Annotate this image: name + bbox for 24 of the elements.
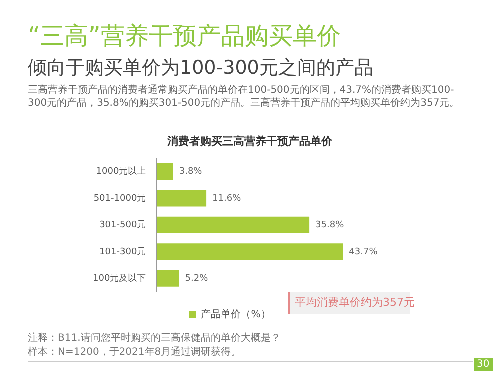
data-label: 3.8% <box>179 167 203 178</box>
text: 消费者购买三高营养干预产品单价 <box>166 134 334 149</box>
y-tick-label: 501-1000元 <box>94 192 146 204</box>
text: 平均消费单价约为357元 <box>294 295 415 311</box>
chart-subtitle: 倾向于购买单价为100-300元之间的产品 <box>28 56 374 81</box>
data-label: 43.7% <box>349 247 378 258</box>
y-tick-label: 301-500元 <box>100 220 146 231</box>
data-label: 35.8% <box>316 220 345 231</box>
text: 样本：N=1200，于2021年8月通过调研获得。 <box>28 346 242 359</box>
bar <box>157 163 174 180</box>
y-tick-label: 101-300元 <box>100 246 146 258</box>
y-tick-label: 1000元以上 <box>96 166 146 178</box>
bar <box>157 190 207 207</box>
text: 三高营养干预产品的消费者通常购买产品的单价在100-500元的区间，43.7%的消费者购买100-300元的产品，35.8%的购买301-500元的产品。三高营养干预产品的平均购买单价约为357元。 <box>28 84 461 110</box>
data-label: 11.6% <box>212 194 242 204</box>
text: 注释：B11.请问您平时购买的三高保健品的单价大概是？ <box>28 332 281 345</box>
bar <box>157 216 310 234</box>
text: 30 <box>474 358 493 371</box>
data-label: 5.2% <box>185 274 209 284</box>
bar <box>157 244 344 260</box>
chart-title: “三高”营养干预产品购买单价 <box>28 21 341 52</box>
bar <box>157 270 180 287</box>
legend-label: 产品单价（%） <box>201 308 271 321</box>
y-tick-label: 100元及以下 <box>92 272 146 284</box>
